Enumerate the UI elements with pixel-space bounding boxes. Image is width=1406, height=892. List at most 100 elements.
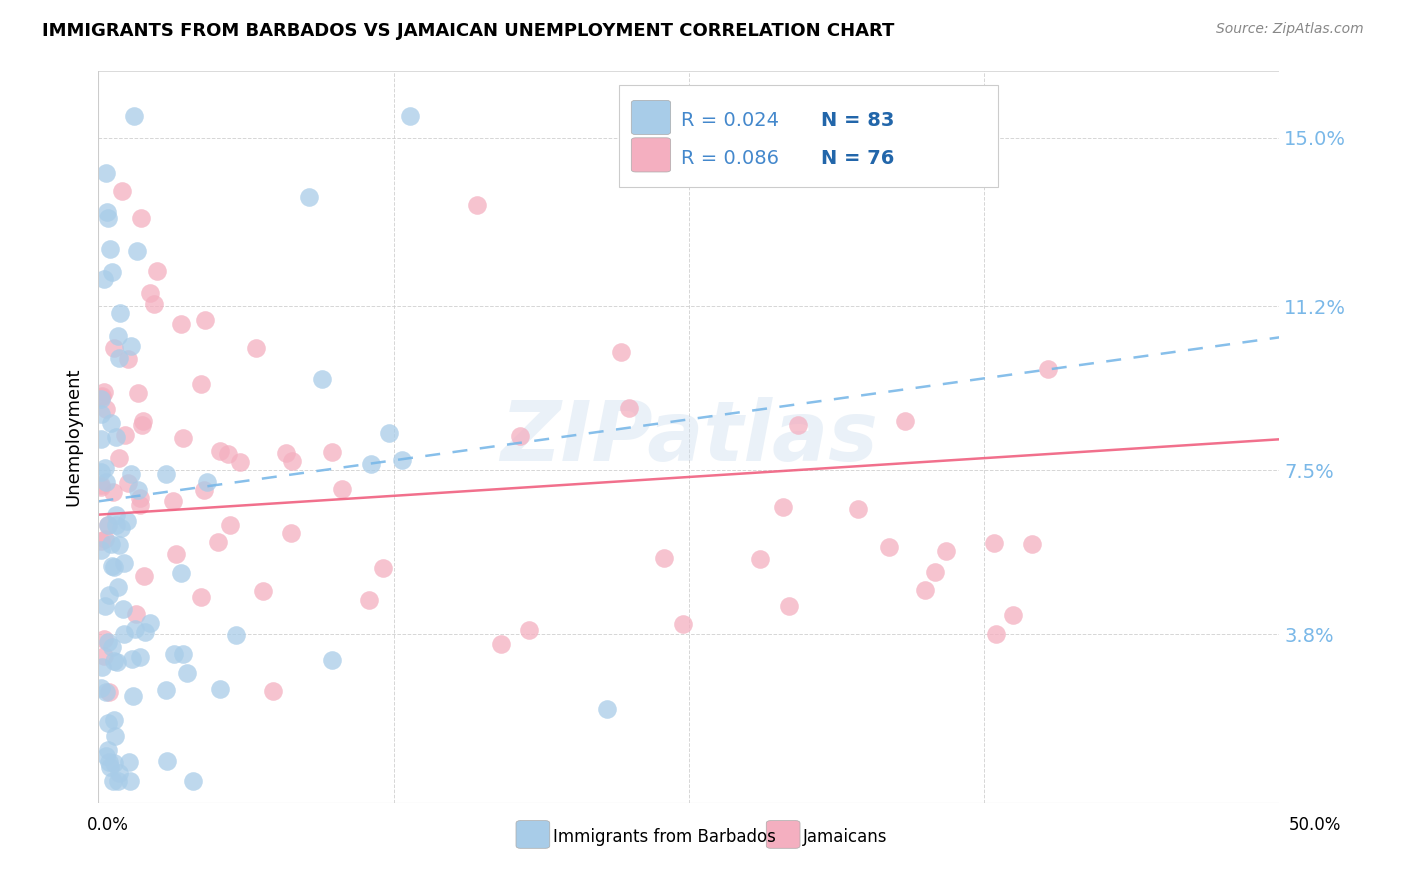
Point [924, 566, 946, 580]
Point [90, 478, 112, 492]
Point [252, 584, 274, 599]
Point [163, 647, 186, 661]
Point [139, 615, 162, 630]
Text: ZIPatlas: ZIPatlas [501, 397, 877, 477]
Point [108, 351, 131, 365]
Text: Source: ZipAtlas.com: Source: ZipAtlas.com [1216, 22, 1364, 37]
Point [124, 622, 146, 636]
Point [111, 602, 134, 616]
Point [139, 285, 162, 300]
Point [93, 632, 115, 646]
Point [118, 756, 141, 770]
Point [97, 518, 120, 533]
Point [280, 525, 302, 540]
Point [115, 514, 138, 528]
Point [97, 742, 120, 756]
Point [321, 445, 343, 459]
Point [127, 385, 149, 400]
Text: 0.0%: 0.0% [87, 816, 129, 834]
Point [893, 414, 915, 428]
Point [935, 543, 957, 558]
Point [90, 543, 112, 558]
Point [98, 242, 121, 256]
Point [91, 659, 114, 673]
Point [129, 491, 152, 505]
Point [609, 345, 631, 359]
Point [778, 599, 800, 613]
Point [298, 190, 321, 204]
Point [194, 313, 217, 327]
Point [155, 467, 177, 481]
Point [208, 444, 231, 458]
Point [330, 482, 353, 496]
Point [132, 414, 155, 428]
Point [172, 647, 194, 661]
Point [90, 390, 112, 404]
Y-axis label: Unemployment: Unemployment [65, 368, 83, 507]
Point [90, 465, 112, 479]
Point [107, 773, 129, 788]
Point [1002, 608, 1025, 623]
Point [517, 623, 540, 637]
Point [103, 756, 125, 771]
Point [274, 446, 297, 460]
Point [208, 682, 231, 697]
Point [357, 593, 380, 607]
Point [155, 683, 177, 698]
Text: N = 83: N = 83 [821, 112, 894, 130]
Point [263, 683, 285, 698]
Point [129, 211, 152, 225]
Point [101, 485, 124, 500]
Point [619, 401, 641, 415]
Point [103, 655, 125, 669]
Text: 50.0%: 50.0% [1288, 816, 1341, 834]
Point [195, 475, 218, 489]
Point [97, 685, 120, 699]
Point [984, 627, 1007, 641]
Point [787, 418, 810, 433]
Point [134, 624, 156, 639]
Point [228, 455, 250, 469]
Point [117, 475, 139, 490]
Text: Immigrants from Barbados: Immigrants from Barbados [553, 828, 776, 846]
Point [94, 475, 117, 490]
Point [672, 617, 695, 632]
Point [103, 713, 125, 727]
Text: R = 0.086: R = 0.086 [681, 149, 779, 168]
Point [155, 754, 177, 768]
Point [104, 508, 127, 522]
Point [100, 417, 122, 431]
Point [652, 550, 675, 565]
Point [100, 537, 122, 551]
Point [100, 559, 122, 574]
Point [172, 431, 194, 445]
Point [120, 339, 142, 353]
Point [94, 532, 117, 546]
Point [218, 517, 240, 532]
Point [311, 372, 333, 386]
Point [114, 428, 136, 442]
Point [105, 518, 128, 533]
Point [122, 689, 145, 703]
Point [90, 533, 112, 548]
Point [94, 599, 117, 614]
Point [489, 637, 512, 651]
Point [94, 461, 117, 475]
Point [142, 297, 165, 311]
Point [183, 773, 205, 788]
Point [120, 467, 142, 482]
Point [90, 392, 112, 406]
Point [112, 556, 135, 570]
Point [90, 681, 112, 695]
Point [165, 547, 187, 561]
Point [90, 407, 112, 421]
Point [101, 640, 124, 654]
Point [93, 649, 115, 664]
Point [103, 341, 125, 355]
Point [110, 521, 132, 535]
Point [225, 628, 247, 642]
Point [193, 483, 215, 498]
Point [107, 580, 129, 594]
Point [94, 685, 117, 699]
Point [398, 109, 420, 123]
